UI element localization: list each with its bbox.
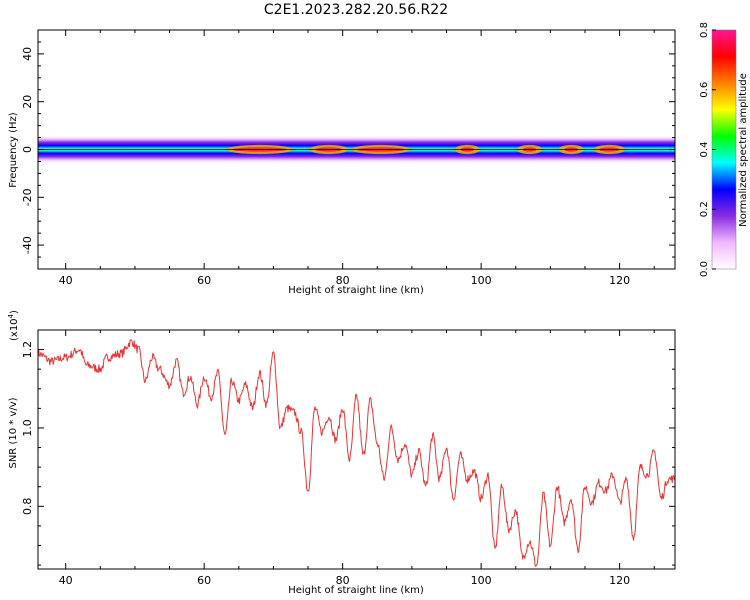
snr-frame (37, 329, 676, 570)
y-tick-label: -20 (21, 188, 34, 206)
colorbar-tick-label: 0.0 (699, 261, 710, 277)
x-tick-label: 60 (197, 574, 211, 587)
colorbar-ticks: 0.0 0.2 0.4 0.6 0.8 (699, 22, 716, 277)
snr-panel: 40 60 80 100 120 0.8 1.0 1.2 Height of straigh… (7, 310, 676, 596)
spectrogram-x-axis-label: Height of straight line (km) (288, 285, 424, 296)
y-tick-label: -40 (21, 236, 34, 254)
snr-y-multiplier-exponent: 4 (7, 313, 15, 318)
x-tick-label: 120 (609, 274, 630, 287)
snr-y-ticks: 0.8 1.0 1.2 (21, 341, 675, 566)
spectrogram-panel: 40 60 80 100 120 -40 -20 0 20 40 Height of strai… (8, 29, 676, 296)
snr-series-line (38, 339, 675, 567)
snr-x-ticks: 40 60 80 100 120 (59, 330, 655, 587)
colorbar-tick-label: 0.4 (699, 142, 710, 158)
snr-x-axis-label: Height of straight line (km) (288, 585, 424, 596)
y-tick-label: 0 (21, 146, 34, 153)
snr-y-multiplier: (x104) (7, 310, 20, 341)
x-tick-label: 80 (336, 274, 350, 287)
x-tick-label: 40 (59, 574, 73, 587)
x-tick-label: 80 (336, 574, 350, 587)
spectrogram-y-axis-label: Frequency (Hz) (8, 112, 19, 188)
spectrogram-y-ticks: -40 -20 0 20 40 (21, 41, 675, 258)
y-tick-label: 40 (21, 47, 34, 61)
snr-y-axis-label: SNR (10 * v/v) (8, 397, 19, 468)
x-tick-label: 120 (609, 574, 630, 587)
snr-background (38, 330, 675, 569)
x-tick-label: 100 (471, 574, 492, 587)
spectral-band (38, 135, 675, 164)
y-tick-label: 20 (21, 95, 34, 109)
x-tick-label: 60 (197, 274, 211, 287)
colorbar-tick-label: 0.8 (699, 22, 710, 38)
x-tick-label: 100 (471, 274, 492, 287)
colorbar: 0.0 0.2 0.4 0.6 0.8 Normalized spectral ampl… (699, 22, 749, 277)
x-tick-label: 40 (59, 274, 73, 287)
colorbar-tick-label: 0.2 (699, 201, 710, 217)
colorbar-label: Normalized spectral amplitude (738, 73, 749, 227)
y-tick-label: 0.8 (21, 498, 34, 516)
spectrogram-x-ticks: 40 60 80 100 120 (59, 30, 655, 287)
y-tick-label: 1.2 (21, 341, 34, 359)
y-tick-label: 1.0 (21, 419, 34, 437)
colorbar-tick-label: 0.6 (699, 82, 710, 98)
figure-title: C2E1.2023.282.20.56.R22 (264, 2, 448, 18)
